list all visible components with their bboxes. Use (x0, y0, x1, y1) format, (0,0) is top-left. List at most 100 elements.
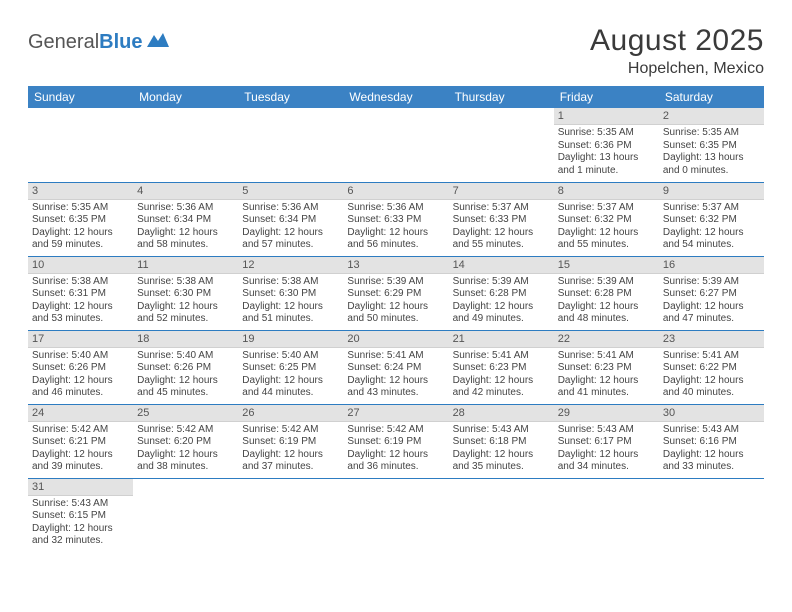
sunset-line: Sunset: 6:32 PM (663, 214, 760, 227)
calendar-cell: 1Sunrise: 5:35 AMSunset: 6:36 PMDaylight… (554, 108, 659, 182)
daylight-line: Daylight: 12 hours and 37 minutes. (242, 449, 339, 474)
day-details: Sunrise: 5:37 AMSunset: 6:32 PMDaylight:… (659, 200, 764, 255)
sunrise-line: Sunrise: 5:42 AM (137, 424, 234, 437)
sunset-line: Sunset: 6:35 PM (32, 214, 129, 227)
sunset-line: Sunset: 6:34 PM (137, 214, 234, 227)
day-details: Sunrise: 5:36 AMSunset: 6:34 PMDaylight:… (238, 200, 343, 255)
weekday-header: Saturday (659, 86, 764, 108)
sunrise-line: Sunrise: 5:39 AM (558, 276, 655, 289)
day-number: 7 (449, 183, 554, 200)
day-number: 17 (28, 331, 133, 348)
sunset-line: Sunset: 6:21 PM (32, 436, 129, 449)
daylight-line: Daylight: 12 hours and 33 minutes. (663, 449, 760, 474)
sunrise-line: Sunrise: 5:36 AM (347, 202, 444, 215)
sunset-line: Sunset: 6:34 PM (242, 214, 339, 227)
sunrise-line: Sunrise: 5:38 AM (32, 276, 129, 289)
calendar-cell-empty (343, 108, 448, 182)
logo-text-general: General (28, 31, 99, 54)
month-title: August 2025 (590, 24, 764, 58)
day-details: Sunrise: 5:42 AMSunset: 6:20 PMDaylight:… (133, 422, 238, 477)
day-number: 26 (238, 405, 343, 422)
day-number: 11 (133, 257, 238, 274)
calendar-cell-empty (343, 478, 448, 552)
daylight-line: Daylight: 12 hours and 49 minutes. (453, 301, 550, 326)
sunset-line: Sunset: 6:32 PM (558, 214, 655, 227)
calendar-cell: 30Sunrise: 5:43 AMSunset: 6:16 PMDayligh… (659, 404, 764, 478)
location-subtitle: Hopelchen, Mexico (590, 60, 764, 78)
calendar-cell: 15Sunrise: 5:39 AMSunset: 6:28 PMDayligh… (554, 256, 659, 330)
sunset-line: Sunset: 6:23 PM (558, 362, 655, 375)
day-number: 1 (554, 108, 659, 125)
sunrise-line: Sunrise: 5:39 AM (347, 276, 444, 289)
sunset-line: Sunset: 6:30 PM (137, 288, 234, 301)
daylight-line: Daylight: 12 hours and 46 minutes. (32, 375, 129, 400)
day-number: 15 (554, 257, 659, 274)
calendar-cell: 31Sunrise: 5:43 AMSunset: 6:15 PMDayligh… (28, 478, 133, 552)
daylight-line: Daylight: 12 hours and 56 minutes. (347, 227, 444, 252)
day-number: 31 (28, 479, 133, 496)
calendar-cell-empty (238, 108, 343, 182)
day-number: 12 (238, 257, 343, 274)
calendar-cell: 20Sunrise: 5:41 AMSunset: 6:24 PMDayligh… (343, 330, 448, 404)
sunrise-line: Sunrise: 5:38 AM (137, 276, 234, 289)
day-number: 8 (554, 183, 659, 200)
sunset-line: Sunset: 6:33 PM (347, 214, 444, 227)
calendar-header-row: SundayMondayTuesdayWednesdayThursdayFrid… (28, 86, 764, 108)
daylight-line: Daylight: 12 hours and 32 minutes. (32, 523, 129, 548)
day-details: Sunrise: 5:36 AMSunset: 6:33 PMDaylight:… (343, 200, 448, 255)
calendar-cell: 23Sunrise: 5:41 AMSunset: 6:22 PMDayligh… (659, 330, 764, 404)
day-number: 16 (659, 257, 764, 274)
page-header: GeneralBlue August 2025 Hopelchen, Mexic… (28, 24, 764, 78)
day-details: Sunrise: 5:42 AMSunset: 6:19 PMDaylight:… (238, 422, 343, 477)
calendar-cell: 9Sunrise: 5:37 AMSunset: 6:32 PMDaylight… (659, 182, 764, 256)
calendar-body: 1Sunrise: 5:35 AMSunset: 6:36 PMDaylight… (28, 108, 764, 552)
sunrise-line: Sunrise: 5:43 AM (558, 424, 655, 437)
sunset-line: Sunset: 6:30 PM (242, 288, 339, 301)
day-number: 27 (343, 405, 448, 422)
calendar-cell: 6Sunrise: 5:36 AMSunset: 6:33 PMDaylight… (343, 182, 448, 256)
day-number: 22 (554, 331, 659, 348)
calendar-cell: 17Sunrise: 5:40 AMSunset: 6:26 PMDayligh… (28, 330, 133, 404)
day-number: 5 (238, 183, 343, 200)
calendar-cell: 18Sunrise: 5:40 AMSunset: 6:26 PMDayligh… (133, 330, 238, 404)
calendar-cell: 21Sunrise: 5:41 AMSunset: 6:23 PMDayligh… (449, 330, 554, 404)
sunrise-line: Sunrise: 5:35 AM (663, 127, 760, 140)
calendar-cell: 12Sunrise: 5:38 AMSunset: 6:30 PMDayligh… (238, 256, 343, 330)
calendar-cell: 2Sunrise: 5:35 AMSunset: 6:35 PMDaylight… (659, 108, 764, 182)
day-details: Sunrise: 5:43 AMSunset: 6:15 PMDaylight:… (28, 496, 133, 551)
daylight-line: Daylight: 12 hours and 53 minutes. (32, 301, 129, 326)
sunset-line: Sunset: 6:19 PM (347, 436, 444, 449)
day-number: 19 (238, 331, 343, 348)
day-details: Sunrise: 5:35 AMSunset: 6:35 PMDaylight:… (28, 200, 133, 255)
daylight-line: Daylight: 12 hours and 55 minutes. (558, 227, 655, 252)
sunrise-line: Sunrise: 5:35 AM (558, 127, 655, 140)
sunrise-line: Sunrise: 5:41 AM (347, 350, 444, 363)
day-number: 2 (659, 108, 764, 125)
sunrise-line: Sunrise: 5:40 AM (137, 350, 234, 363)
daylight-line: Daylight: 12 hours and 34 minutes. (558, 449, 655, 474)
day-details: Sunrise: 5:41 AMSunset: 6:22 PMDaylight:… (659, 348, 764, 403)
day-number: 18 (133, 331, 238, 348)
daylight-line: Daylight: 12 hours and 40 minutes. (663, 375, 760, 400)
calendar-cell: 4Sunrise: 5:36 AMSunset: 6:34 PMDaylight… (133, 182, 238, 256)
daylight-line: Daylight: 12 hours and 58 minutes. (137, 227, 234, 252)
sunrise-line: Sunrise: 5:36 AM (242, 202, 339, 215)
calendar-cell: 28Sunrise: 5:43 AMSunset: 6:18 PMDayligh… (449, 404, 554, 478)
logo: GeneralBlue (28, 30, 169, 55)
sunrise-line: Sunrise: 5:37 AM (663, 202, 760, 215)
daylight-line: Daylight: 12 hours and 57 minutes. (242, 227, 339, 252)
calendar-cell: 11Sunrise: 5:38 AMSunset: 6:30 PMDayligh… (133, 256, 238, 330)
sunset-line: Sunset: 6:33 PM (453, 214, 550, 227)
logo-flag-icon (147, 30, 169, 53)
sunset-line: Sunset: 6:24 PM (347, 362, 444, 375)
daylight-line: Daylight: 12 hours and 41 minutes. (558, 375, 655, 400)
day-number: 3 (28, 183, 133, 200)
sunrise-line: Sunrise: 5:39 AM (663, 276, 760, 289)
daylight-line: Daylight: 12 hours and 42 minutes. (453, 375, 550, 400)
daylight-line: Daylight: 12 hours and 45 minutes. (137, 375, 234, 400)
calendar-cell-empty (238, 478, 343, 552)
sunset-line: Sunset: 6:28 PM (558, 288, 655, 301)
sunset-line: Sunset: 6:23 PM (453, 362, 550, 375)
daylight-line: Daylight: 12 hours and 51 minutes. (242, 301, 339, 326)
sunset-line: Sunset: 6:36 PM (558, 140, 655, 153)
